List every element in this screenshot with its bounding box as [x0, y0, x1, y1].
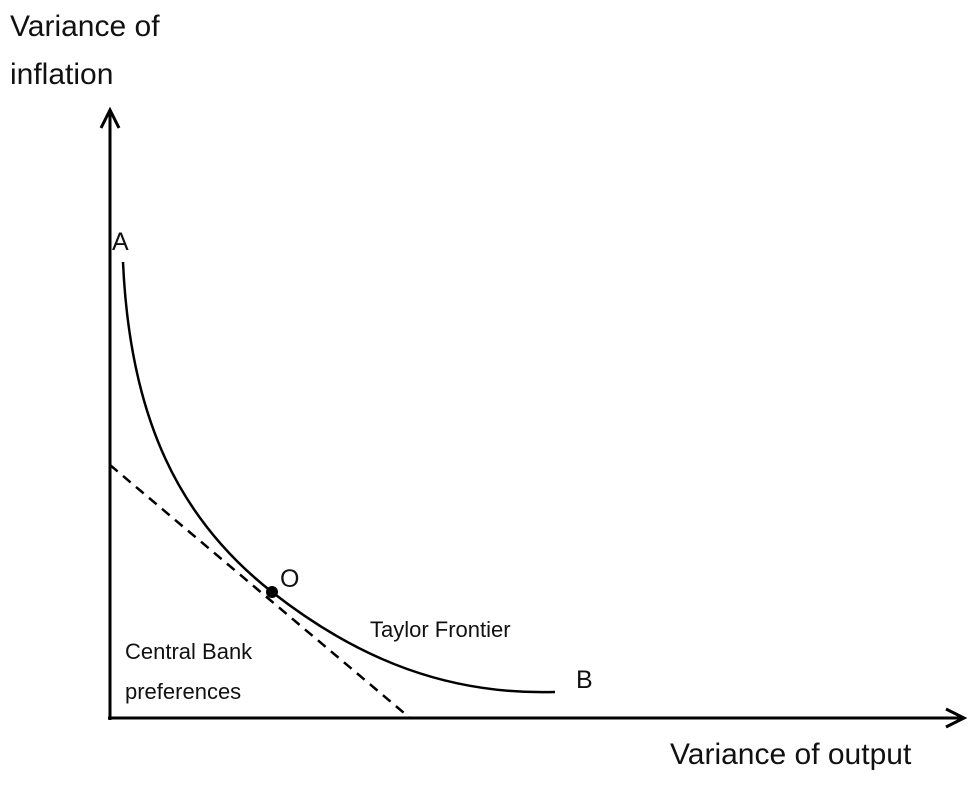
curve-label: preferences — [125, 679, 241, 704]
point-label: B — [576, 666, 593, 694]
axes — [99, 106, 968, 729]
x-axis-arrow — [945, 707, 968, 729]
curve-label: Central Bank — [125, 639, 253, 664]
y-axis-label: Variance of — [10, 10, 160, 43]
preference-line — [109, 464, 411, 719]
curve-label: Taylor Frontier — [370, 617, 511, 642]
point-o — [266, 586, 278, 598]
point-label: A — [112, 228, 129, 256]
y-axis-arrow — [99, 106, 121, 129]
point-label: O — [280, 565, 299, 593]
x-axis-label: Variance of output — [670, 738, 912, 771]
y-axis-label: inflation — [10, 58, 113, 91]
